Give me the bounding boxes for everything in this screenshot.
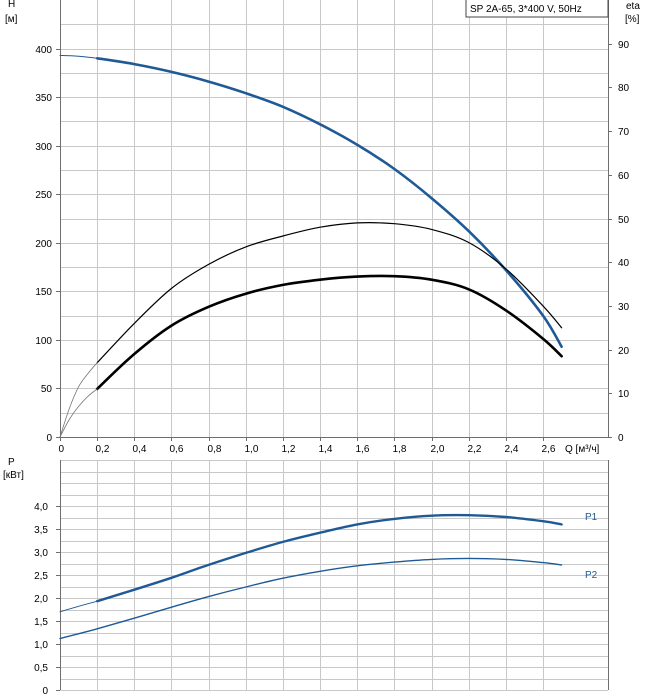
head-axis-label: H: [8, 0, 15, 10]
power-p2-curve: [59, 557, 563, 640]
power-tick-label: 1,0: [34, 640, 48, 651]
power-axis-label: P: [8, 457, 15, 468]
p2-label: P2: [585, 570, 598, 581]
efficiency-curve-total: [95, 274, 563, 391]
x-tick-label: 0,2: [96, 444, 110, 455]
power-p1-curve: [96, 513, 563, 603]
eta-tick-label: 60: [618, 171, 630, 182]
efficiency-curve-pump: [96, 222, 563, 364]
x-tick-label: 0,6: [170, 444, 184, 455]
power-tick-label: 3,0: [34, 548, 48, 559]
x-tick-label: 2,2: [468, 444, 482, 455]
head-tick-label: 0: [46, 433, 52, 444]
power-tick-label: 3,5: [34, 525, 48, 536]
power-tick-label: 0,5: [34, 663, 48, 674]
eta-tick-label: 50: [618, 215, 630, 226]
x-tick-label: 1,8: [393, 444, 407, 455]
head-tick-label: 300: [35, 142, 52, 153]
eta-tick-label: 90: [618, 40, 630, 51]
tick-labels: 0 0,2 0,4 0,6 0,8 1,0 1,2 1,4 1,6 1,8 2,0 2,2 2,4 2,6…: [34, 40, 629, 697]
x-tick-label: 0,4: [133, 444, 147, 455]
x-tick-label: 0,8: [208, 444, 222, 455]
head-tick-label: 150: [35, 287, 52, 298]
head-tick-label: 100: [35, 336, 52, 347]
x-tick-label: 0: [59, 444, 65, 455]
eta-tick-label: 40: [618, 258, 630, 269]
x-tick-label: 2,6: [542, 444, 556, 455]
head-tick-label: 400: [35, 45, 52, 56]
eta-tick-label: 10: [618, 389, 630, 400]
head-tick-label: 250: [35, 190, 52, 201]
eta-tick-label: 30: [618, 302, 630, 313]
x-tick-label: 1,0: [245, 444, 259, 455]
x-tick-label: 1,4: [319, 444, 333, 455]
series-lines: [59, 54, 563, 640]
x-tick-label: 2,4: [505, 444, 519, 455]
power-tick-label: 2,5: [34, 571, 48, 582]
eta-tick-label: 20: [618, 346, 630, 357]
head-tick-label: 50: [41, 384, 53, 395]
grid-lines: [60, 0, 608, 691]
power-tick-label: 4,0: [34, 502, 48, 513]
power-axis-unit: [кВт]: [3, 470, 24, 481]
flow-axis-label: Q [м³/ч]: [565, 444, 600, 455]
eta-axis-label: eta: [626, 1, 640, 12]
x-tick-label: 2,0: [431, 444, 445, 455]
eta-axis-unit: [%]: [625, 14, 640, 25]
eta-tick-label: 0: [618, 433, 624, 444]
head-tick-label: 200: [35, 239, 52, 250]
chart-title: SP 2A-65, 3*400 V, 50Hz: [470, 4, 582, 15]
p1-label: P1: [585, 512, 598, 523]
head-curve: [95, 57, 563, 348]
head-axis-unit: [м]: [5, 14, 18, 25]
efficiency-curve-extension: [59, 362, 98, 438]
axes: [56, 0, 612, 691]
power-p1-extension: [59, 600, 98, 613]
power-tick-label: 2,0: [34, 594, 48, 605]
x-tick-label: 1,6: [356, 444, 370, 455]
head-tick-label: 350: [35, 93, 52, 104]
head-curve-extension: [59, 54, 98, 59]
power-tick-label: 1,5: [34, 617, 48, 628]
x-tick-label: 1,2: [282, 444, 296, 455]
chart-title-box: [465, 0, 609, 18]
efficiency-curve-extension: [59, 388, 98, 438]
eta-tick-label: 70: [618, 127, 630, 138]
power-tick-label: 0: [42, 686, 48, 697]
eta-tick-label: 80: [618, 83, 630, 94]
